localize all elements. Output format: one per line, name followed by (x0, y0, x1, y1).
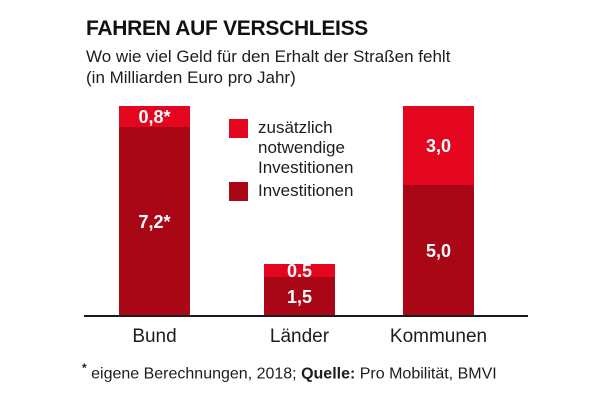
bar-group-bund: 0,8* 7,2* Bund (119, 106, 190, 347)
footnote-star: * (82, 361, 87, 375)
chart-title: FAHREN AUF VERSCHLEISS (86, 17, 368, 40)
bar-segment-additional: 0,5 (264, 260, 335, 281)
category-label-kommunen: Kommunen (389, 326, 488, 347)
bar-value-label: 5,0 (425, 240, 452, 261)
chart-subtitle-line2: (in Milliarden Euro pro Jahr) (86, 68, 296, 87)
bar-group-kommunen: 3,0 5,0 Kommunen (390, 106, 487, 347)
bar-value-label: 1,5 (286, 286, 313, 307)
category-label-bund: Bund (132, 326, 177, 347)
x-axis-line (84, 315, 528, 317)
bar-value-label: 0,5 (286, 260, 313, 281)
legend-swatch-dark-red (229, 182, 248, 201)
legend-label: zusätzlich notwendige Investitionen (258, 118, 354, 177)
bar-group-laender: 0,5 1,5 Länder (264, 260, 335, 347)
footnote-source-label: Quelle: (301, 365, 356, 383)
legend-swatch-bright-red (229, 119, 248, 138)
bar-segment-additional: 0,8* (119, 106, 190, 127)
legend-label: Investitionen (258, 181, 354, 200)
legend-item-investitionen: Investitionen (229, 181, 370, 201)
footnote: * eigene Berechnungen, 2018; Quelle: Pro… (82, 361, 497, 383)
bar-segment-base: 1,5 (264, 277, 335, 316)
footnote-text: eigene Berechnungen, 2018; (86, 365, 302, 383)
bar-value-label: 0,8* (138, 106, 171, 127)
bar-value-label: 3,0 (425, 135, 452, 156)
chart-subtitle: Wo wie viel Geld für den Erhalt der Stra… (86, 46, 450, 88)
chart-subtitle-line1: Wo wie viel Geld für den Erhalt der Stra… (86, 47, 451, 66)
bar-segment-base: 7,2* (119, 127, 190, 316)
bar-segment-additional: 3,0 (403, 106, 474, 185)
bar-segment-base: 5,0 (403, 185, 474, 316)
footnote-source-text: Pro Mobilität, BMVI (355, 365, 497, 383)
legend-item-additional: zusätzlich notwendige Investitionen (229, 118, 370, 178)
bar-value-label: 7,2* (138, 211, 171, 232)
category-label-laender: Länder (269, 326, 330, 347)
